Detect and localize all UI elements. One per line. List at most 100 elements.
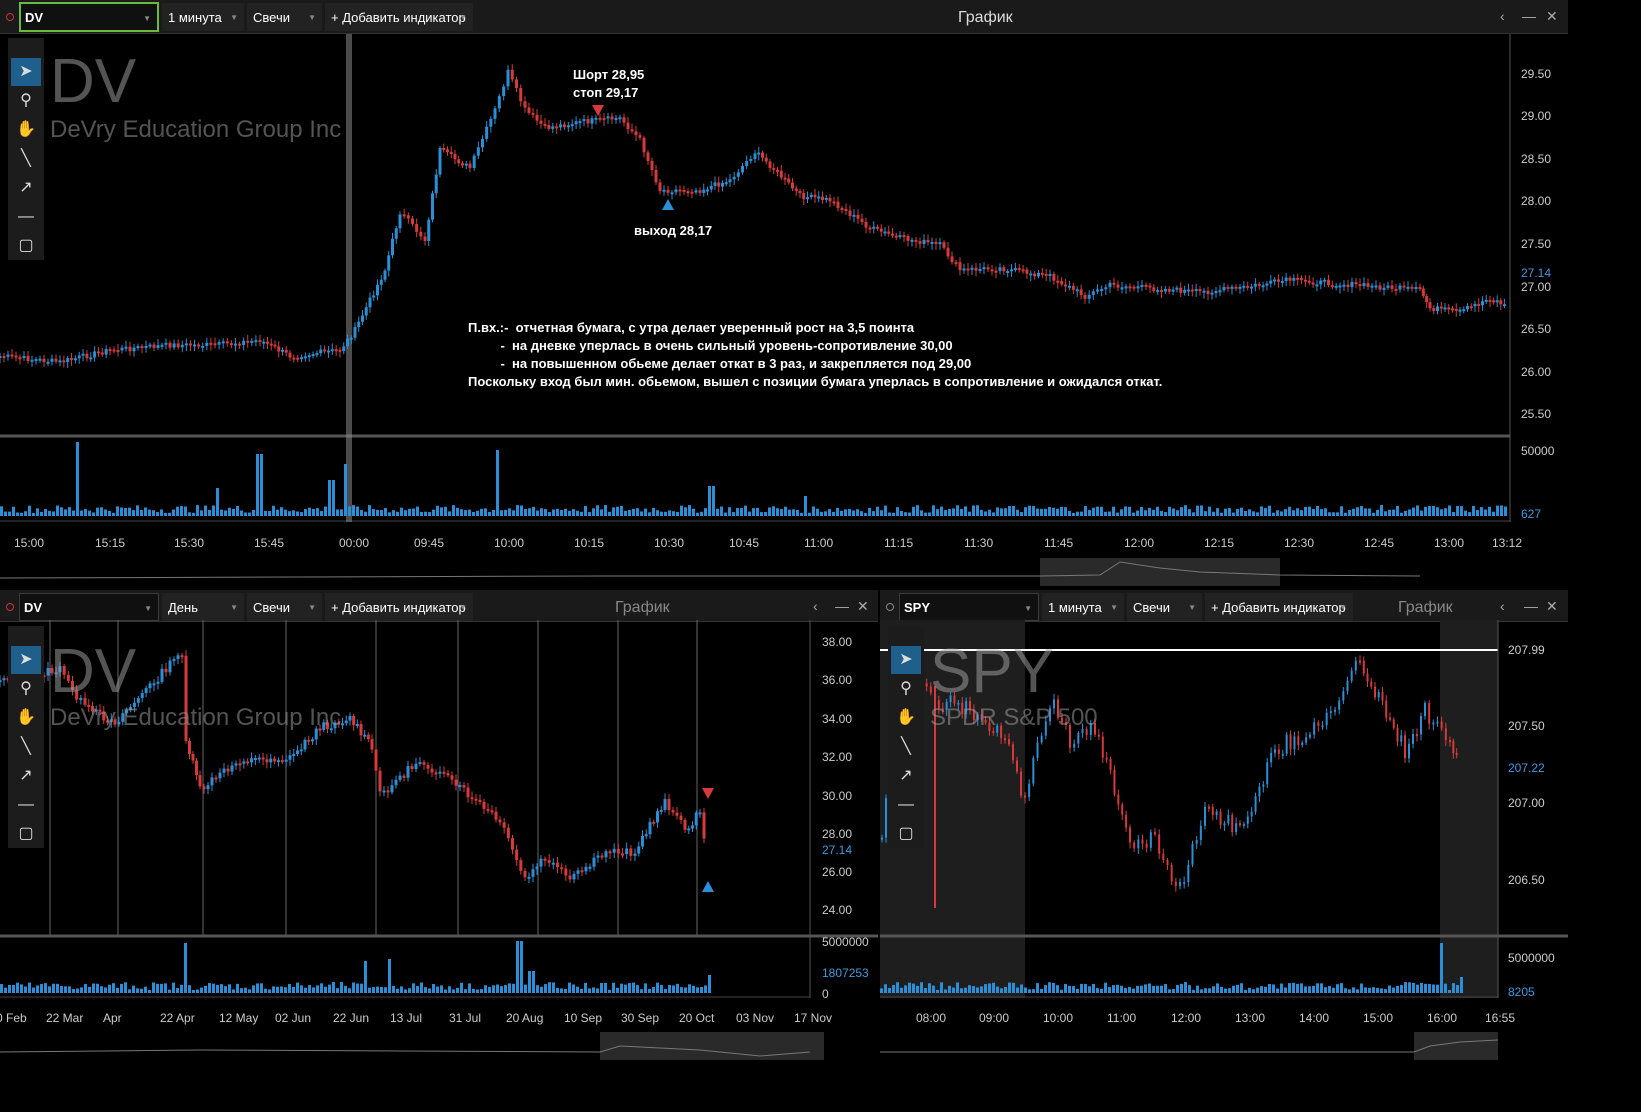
price-candle [879,228,883,232]
style-select[interactable]: Свечи ▼ [1127,593,1202,621]
hand-icon[interactable]: ✋ [16,121,36,138]
volume-bar [424,987,427,993]
interval-select[interactable]: 1 минута ▼ [162,3,244,31]
style-select[interactable]: Свечи ▼ [247,593,322,621]
volume-bar [56,983,59,993]
volume-bar [180,984,183,993]
close-dot-icon[interactable] [6,13,14,21]
arrow-icon[interactable]: ↗ [19,179,33,196]
collapse-icon[interactable]: ‹ [813,598,818,614]
rect-icon[interactable]: ▢ [898,825,914,842]
interval-select[interactable]: День ▼ [162,593,244,621]
pointer-icon[interactable]: ➤ [11,58,41,86]
volume-bar [576,986,579,993]
daily-candle [363,734,367,737]
price-candle [1432,308,1436,312]
price-tick: 28.50 [1521,152,1552,166]
price-candle [497,96,501,109]
line-icon[interactable]: ╲ [901,738,911,755]
hline-icon[interactable]: — [898,796,914,813]
hline-icon[interactable]: — [18,796,34,813]
close-icon[interactable]: ✕ [1546,598,1558,614]
price-candle [262,341,266,344]
minimize-icon[interactable]: — [1524,598,1538,614]
spy-candle [1008,739,1010,745]
pointer-icon[interactable]: ➤ [891,646,921,674]
volume-bar [1144,510,1147,516]
volume-bar [532,971,535,993]
daily-candle [352,715,356,726]
hline-icon[interactable]: — [18,208,34,225]
price-candle [1319,280,1323,285]
spy-candle [1204,806,1206,826]
volume-bar [724,512,727,516]
price-candle [1048,273,1052,276]
volume-bar [1316,506,1319,516]
volume-bar [388,959,391,993]
spy-candle [1350,670,1353,681]
pointer-icon[interactable]: ➤ [11,646,41,674]
close-icon[interactable]: ✕ [1546,8,1558,24]
spy-candle [1334,709,1336,712]
volume-bar [788,509,791,516]
hand-icon[interactable]: ✋ [896,709,916,726]
volume-bar [1260,506,1263,516]
close-dot-icon[interactable] [6,603,14,611]
volume-bar [248,512,251,516]
symbol-input[interactable]: DV ▼ [19,2,159,32]
add-indicator-label: + Добавить индикатор [331,10,466,25]
volume-bar [136,988,139,993]
daily-candle [344,720,348,724]
volume-bar [1308,506,1311,516]
zoom-icon[interactable]: ⚲ [20,680,32,697]
volume-bar [84,984,87,993]
volume-bar [1136,510,1139,516]
volume-bar [1416,984,1419,993]
style-label: Свечи [1133,600,1170,615]
collapse-icon[interactable]: ‹ [1500,598,1505,614]
hand-icon[interactable]: ✋ [16,709,36,726]
add-indicator-button[interactable]: + Добавить индикатор ▼ [325,593,473,621]
close-icon[interactable]: ✕ [857,598,869,614]
time-tick: 15:00 [1363,1011,1394,1025]
volume-bar [104,987,107,993]
volume-bar [1084,983,1087,993]
minimize-icon[interactable]: — [1522,8,1536,24]
bl-chart-canvas[interactable] [0,590,878,1112]
interval-select[interactable]: 1 минута ▼ [1042,593,1124,621]
arrow-icon[interactable]: ↗ [19,767,33,784]
volume-bar [460,982,463,993]
close-dot-icon[interactable] [886,603,894,611]
volume-bar [1408,509,1411,516]
time-tick: 14:00 [1299,1011,1330,1025]
volume-bar [700,511,703,516]
price-candle [1307,280,1311,283]
top-chart-canvas[interactable] [0,0,1568,590]
symbol-input[interactable]: DV ▼ [19,593,159,621]
zoom-icon[interactable]: ⚲ [900,680,912,697]
style-select[interactable]: Свечи ▼ [247,3,322,31]
volume-bar [768,507,771,516]
add-indicator-button[interactable]: + Добавить индикатор ▼ [1205,593,1353,621]
spy-candle [1432,722,1435,725]
price-candle [894,235,898,238]
volume-bar [280,507,283,516]
spy-candle [1317,722,1320,727]
rect-icon[interactable]: ▢ [18,825,34,842]
line-icon[interactable]: ╲ [21,738,31,755]
zoom-icon[interactable]: ⚲ [20,92,32,109]
volume-bar [1344,988,1347,993]
br-chart-canvas[interactable] [880,590,1568,1112]
volume-bar [1028,505,1031,516]
volume-bar [28,505,31,516]
line-icon[interactable]: ╲ [21,150,31,167]
collapse-icon[interactable]: ‹ [1500,8,1505,24]
minimize-icon[interactable]: — [835,598,849,614]
add-indicator-button[interactable]: + Добавить индикатор ▼ [325,3,473,31]
trade-note-4: Поскольку вход был мин. обьемом, вышел с… [468,374,1163,389]
volume-bar [156,512,159,516]
arrow-icon[interactable]: ↗ [899,767,913,784]
rect-icon[interactable]: ▢ [18,237,34,254]
volume-bar [720,506,723,516]
volume-bar [496,450,499,516]
